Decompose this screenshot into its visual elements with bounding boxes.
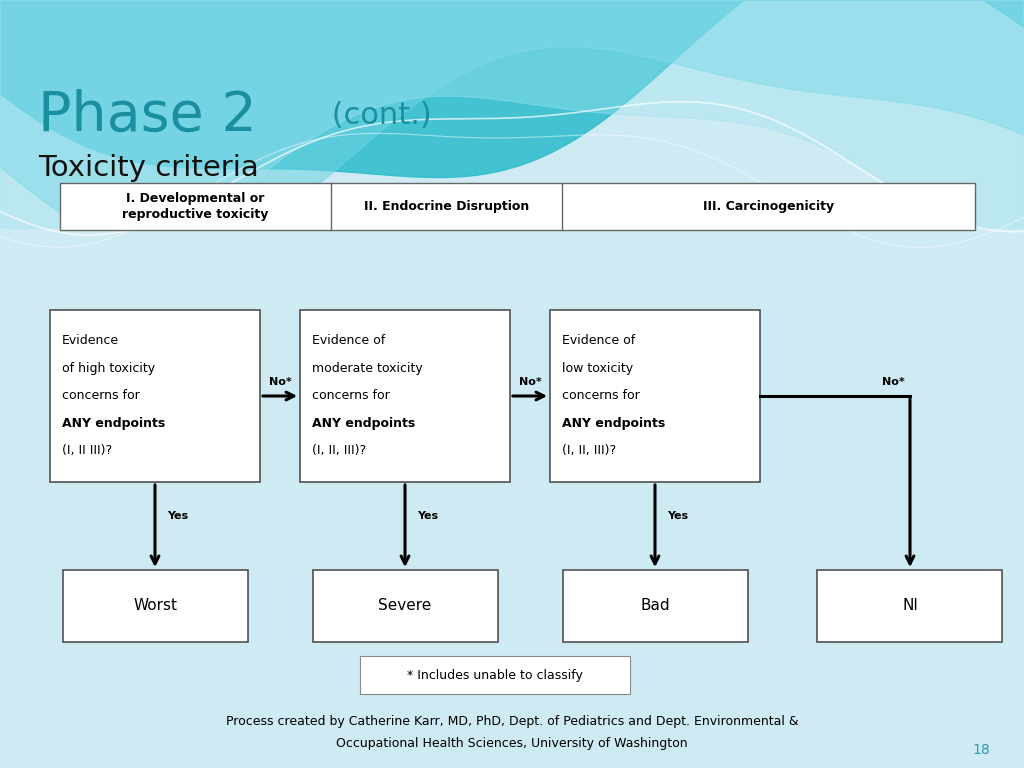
- Bar: [550, 310, 760, 482]
- Bar: [60, 183, 975, 230]
- Bar: [62, 570, 248, 642]
- Text: No*: No*: [268, 377, 292, 387]
- Text: of high toxicity: of high toxicity: [62, 362, 155, 375]
- Text: Yes: Yes: [667, 511, 688, 521]
- Text: 18: 18: [972, 743, 990, 757]
- Bar: [300, 310, 510, 482]
- Text: Worst: Worst: [133, 598, 177, 614]
- Text: I. Developmental or
reproductive toxicity: I. Developmental or reproductive toxicit…: [122, 192, 268, 221]
- Text: Yes: Yes: [167, 511, 188, 521]
- Text: Toxicity criteria: Toxicity criteria: [38, 154, 259, 182]
- Text: moderate toxicity: moderate toxicity: [312, 362, 423, 375]
- Text: * Includes unable to classify: * Includes unable to classify: [408, 668, 583, 681]
- Text: (I, II, III)?: (I, II, III)?: [312, 445, 367, 458]
- Bar: [312, 570, 498, 642]
- Bar: [50, 310, 260, 482]
- Text: concerns for: concerns for: [62, 389, 139, 402]
- Text: (I, II III)?: (I, II III)?: [62, 445, 112, 458]
- Text: ANY endpoints: ANY endpoints: [312, 417, 416, 430]
- Text: Evidence: Evidence: [62, 335, 119, 347]
- Text: Occupational Health Sciences, University of Washington: Occupational Health Sciences, University…: [336, 737, 688, 750]
- Bar: [562, 570, 748, 642]
- Text: No*: No*: [518, 377, 542, 387]
- Text: (cont.): (cont.): [322, 101, 432, 131]
- Text: Evidence of: Evidence of: [312, 335, 385, 347]
- Text: II. Endocrine Disruption: II. Endocrine Disruption: [364, 200, 529, 213]
- Text: ANY endpoints: ANY endpoints: [562, 417, 666, 430]
- Text: concerns for: concerns for: [312, 389, 390, 402]
- Text: Bad: Bad: [640, 598, 670, 614]
- Text: Yes: Yes: [417, 511, 438, 521]
- Text: Phase 2: Phase 2: [38, 89, 257, 143]
- Text: Process created by Catherine Karr, MD, PhD, Dept. of Pediatrics and Dept. Enviro: Process created by Catherine Karr, MD, P…: [225, 716, 799, 729]
- Text: NI: NI: [902, 598, 918, 614]
- Bar: [360, 656, 630, 694]
- Text: III. Carcinogenicity: III. Carcinogenicity: [703, 200, 835, 213]
- Text: Evidence of: Evidence of: [562, 335, 635, 347]
- Bar: [817, 570, 1002, 642]
- Text: low toxicity: low toxicity: [562, 362, 633, 375]
- Text: ANY endpoints: ANY endpoints: [62, 417, 165, 430]
- Text: (I, II, III)?: (I, II, III)?: [562, 445, 616, 458]
- Text: No*: No*: [883, 377, 905, 387]
- Text: concerns for: concerns for: [562, 389, 640, 402]
- Text: Severe: Severe: [379, 598, 432, 614]
